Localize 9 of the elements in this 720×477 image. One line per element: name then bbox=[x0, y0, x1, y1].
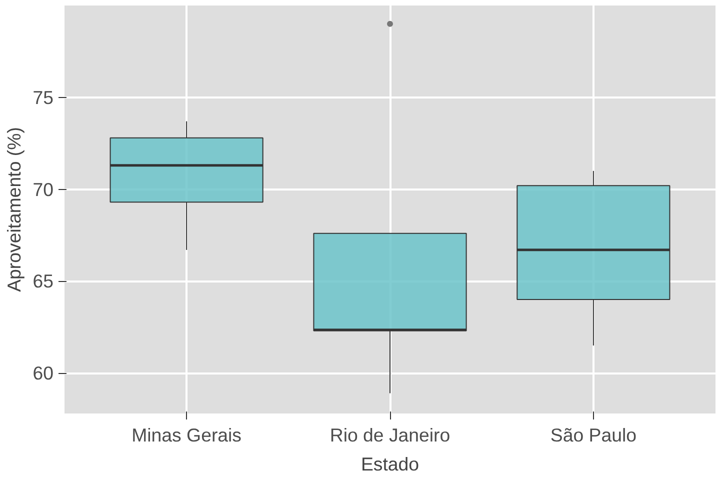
x-tick-label: Minas Gerais bbox=[132, 424, 242, 446]
y-tick-label: 70 bbox=[32, 178, 54, 200]
y-tick-label: 65 bbox=[32, 270, 54, 292]
x-tick-label: São Paulo bbox=[550, 424, 636, 446]
x-axis-title: Estado bbox=[360, 454, 420, 474]
y-axis-title: Aproveitamento (%) bbox=[4, 127, 25, 292]
y-tick-label: 60 bbox=[32, 362, 54, 384]
x-tick-label: Rio de Janeiro bbox=[330, 424, 450, 446]
y-tick-label: 75 bbox=[32, 86, 54, 108]
